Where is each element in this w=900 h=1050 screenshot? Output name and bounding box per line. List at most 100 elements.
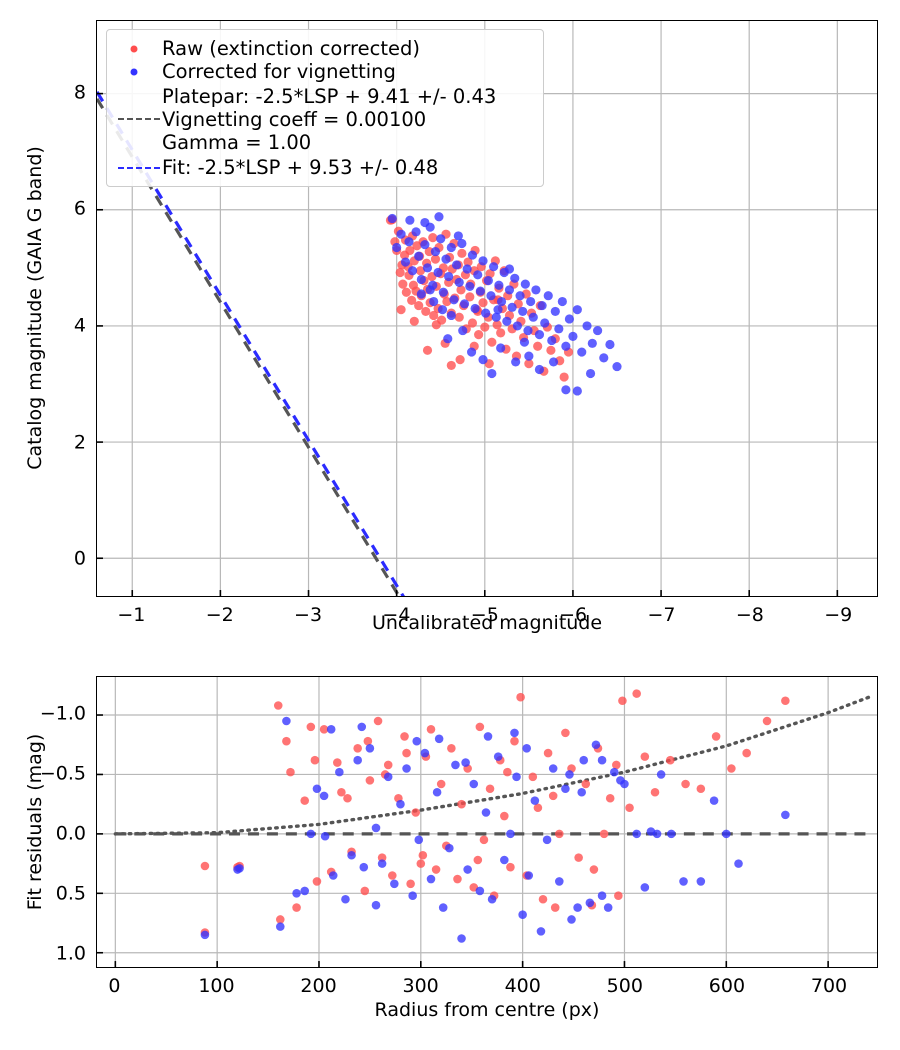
- scatter-point: [734, 859, 743, 868]
- scatter-point: [444, 271, 454, 282]
- scatter-point: [524, 871, 534, 880]
- scatter-point: [416, 859, 426, 868]
- scatter-point: [377, 853, 387, 862]
- scatter-point: [434, 212, 444, 222]
- scatter-point: [531, 285, 541, 295]
- photometry-canvas: [97, 21, 877, 596]
- scatter-point: [530, 796, 540, 805]
- scatter-point: [555, 877, 564, 886]
- scatter-point: [555, 829, 564, 839]
- scatter-point: [496, 296, 507, 307]
- residuals-xlabel: Radius from centre (px): [374, 999, 600, 1021]
- scatter-point: [383, 760, 393, 770]
- scatter-point: [422, 345, 433, 355]
- scatter-point: [409, 316, 419, 326]
- scatter-point: [479, 835, 489, 845]
- scatter-point: [681, 779, 690, 789]
- scatter-point: [507, 302, 517, 312]
- scatter-point: [457, 238, 467, 249]
- legend-label-gamma: Gamma = 1.00: [162, 131, 312, 154]
- scatter-point: [475, 286, 485, 296]
- scatter-point: [432, 788, 442, 797]
- xtick-label: 300: [402, 975, 439, 997]
- scatter-point: [402, 748, 411, 758]
- scatter-point: [337, 788, 346, 797]
- scatter-point: [520, 279, 530, 289]
- scatter-point: [333, 758, 342, 767]
- scatter-point: [585, 898, 595, 908]
- scatter-point: [456, 285, 466, 295]
- scatter-point: [481, 808, 491, 817]
- scatter-point: [561, 784, 570, 793]
- legend-label-vignetting-coeff: Vignetting coeff = 0.00100: [162, 108, 427, 131]
- scatter-point: [405, 245, 415, 256]
- scatter-point: [453, 231, 463, 241]
- scatter-point: [457, 934, 466, 943]
- scatter-point: [286, 767, 295, 777]
- scatter-point: [679, 877, 688, 886]
- scatter-point: [415, 266, 426, 276]
- scatter-point: [437, 305, 448, 315]
- scatter-point: [486, 291, 496, 301]
- scatter-point: [320, 831, 330, 841]
- scatter-point: [396, 229, 406, 239]
- legend-label-platepar: Platepar: -2.5*LSP + 9.41 +/- 0.43: [162, 85, 497, 108]
- scatter-point: [401, 287, 411, 297]
- scatter-point: [493, 752, 503, 761]
- scatter-point: [454, 277, 464, 287]
- scatter-point: [625, 803, 634, 813]
- scatter-point: [522, 744, 531, 753]
- scatter-point: [371, 900, 381, 910]
- legend-label-raw: Raw (extinction corrected): [162, 37, 420, 60]
- scatter-point: [447, 744, 456, 753]
- legend-entry-fit: Fit: -2.5*LSP + 9.53 +/- 0.48: [116, 156, 533, 179]
- scatter-point: [618, 696, 627, 706]
- scatter-point: [487, 894, 497, 904]
- scatter-point: [632, 829, 641, 839]
- scatter-point: [463, 257, 473, 267]
- scatter-point: [666, 755, 675, 765]
- ytick-label: 0.0: [55, 822, 86, 845]
- legend-entry-corrected: Corrected for vignetting: [116, 60, 533, 83]
- scatter-point: [396, 305, 406, 315]
- scatter-point: [408, 891, 417, 900]
- scatter-point: [667, 829, 676, 839]
- scatter-point: [548, 357, 559, 367]
- scatter-point: [609, 767, 619, 777]
- scatter-point: [436, 779, 446, 789]
- scatter-point: [500, 811, 509, 821]
- scatter-point: [502, 316, 512, 326]
- scatter-point: [443, 334, 453, 344]
- scatter-point: [319, 791, 329, 801]
- scatter-point: [516, 692, 525, 702]
- scatter-point: [200, 930, 210, 940]
- scatter-point: [411, 808, 421, 817]
- scatter-point: [656, 770, 666, 779]
- scatter-point: [711, 732, 721, 741]
- xtick-label: −4: [382, 604, 411, 626]
- scatter-point: [491, 312, 501, 322]
- scatter-point: [475, 886, 485, 896]
- xtick-label: 200: [300, 975, 337, 997]
- scatter-point: [614, 891, 623, 900]
- scatter-point: [554, 324, 564, 334]
- scatter-point: [300, 886, 310, 896]
- xtick-label: −3: [294, 604, 323, 626]
- scatter-point: [463, 865, 472, 874]
- legend-marker-platepar-dash: [116, 85, 162, 154]
- scatter-point: [492, 320, 502, 330]
- xtick-label: −9: [824, 604, 853, 626]
- legend-entry-platepar: Platepar: -2.5*LSP + 9.41 +/- 0.43 Vigne…: [116, 85, 533, 154]
- scatter-point: [442, 296, 452, 307]
- scatter-point: [572, 305, 582, 315]
- scatter-point: [438, 287, 448, 297]
- scatter-point: [526, 296, 536, 307]
- scatter-point: [557, 296, 567, 307]
- scatter-point: [465, 292, 475, 302]
- scatter-point: [428, 233, 438, 243]
- scatter-point: [414, 251, 424, 261]
- scatter-point: [300, 796, 310, 805]
- scatter-point: [561, 385, 571, 395]
- scatter-point: [515, 291, 525, 301]
- scatter-point: [411, 227, 421, 237]
